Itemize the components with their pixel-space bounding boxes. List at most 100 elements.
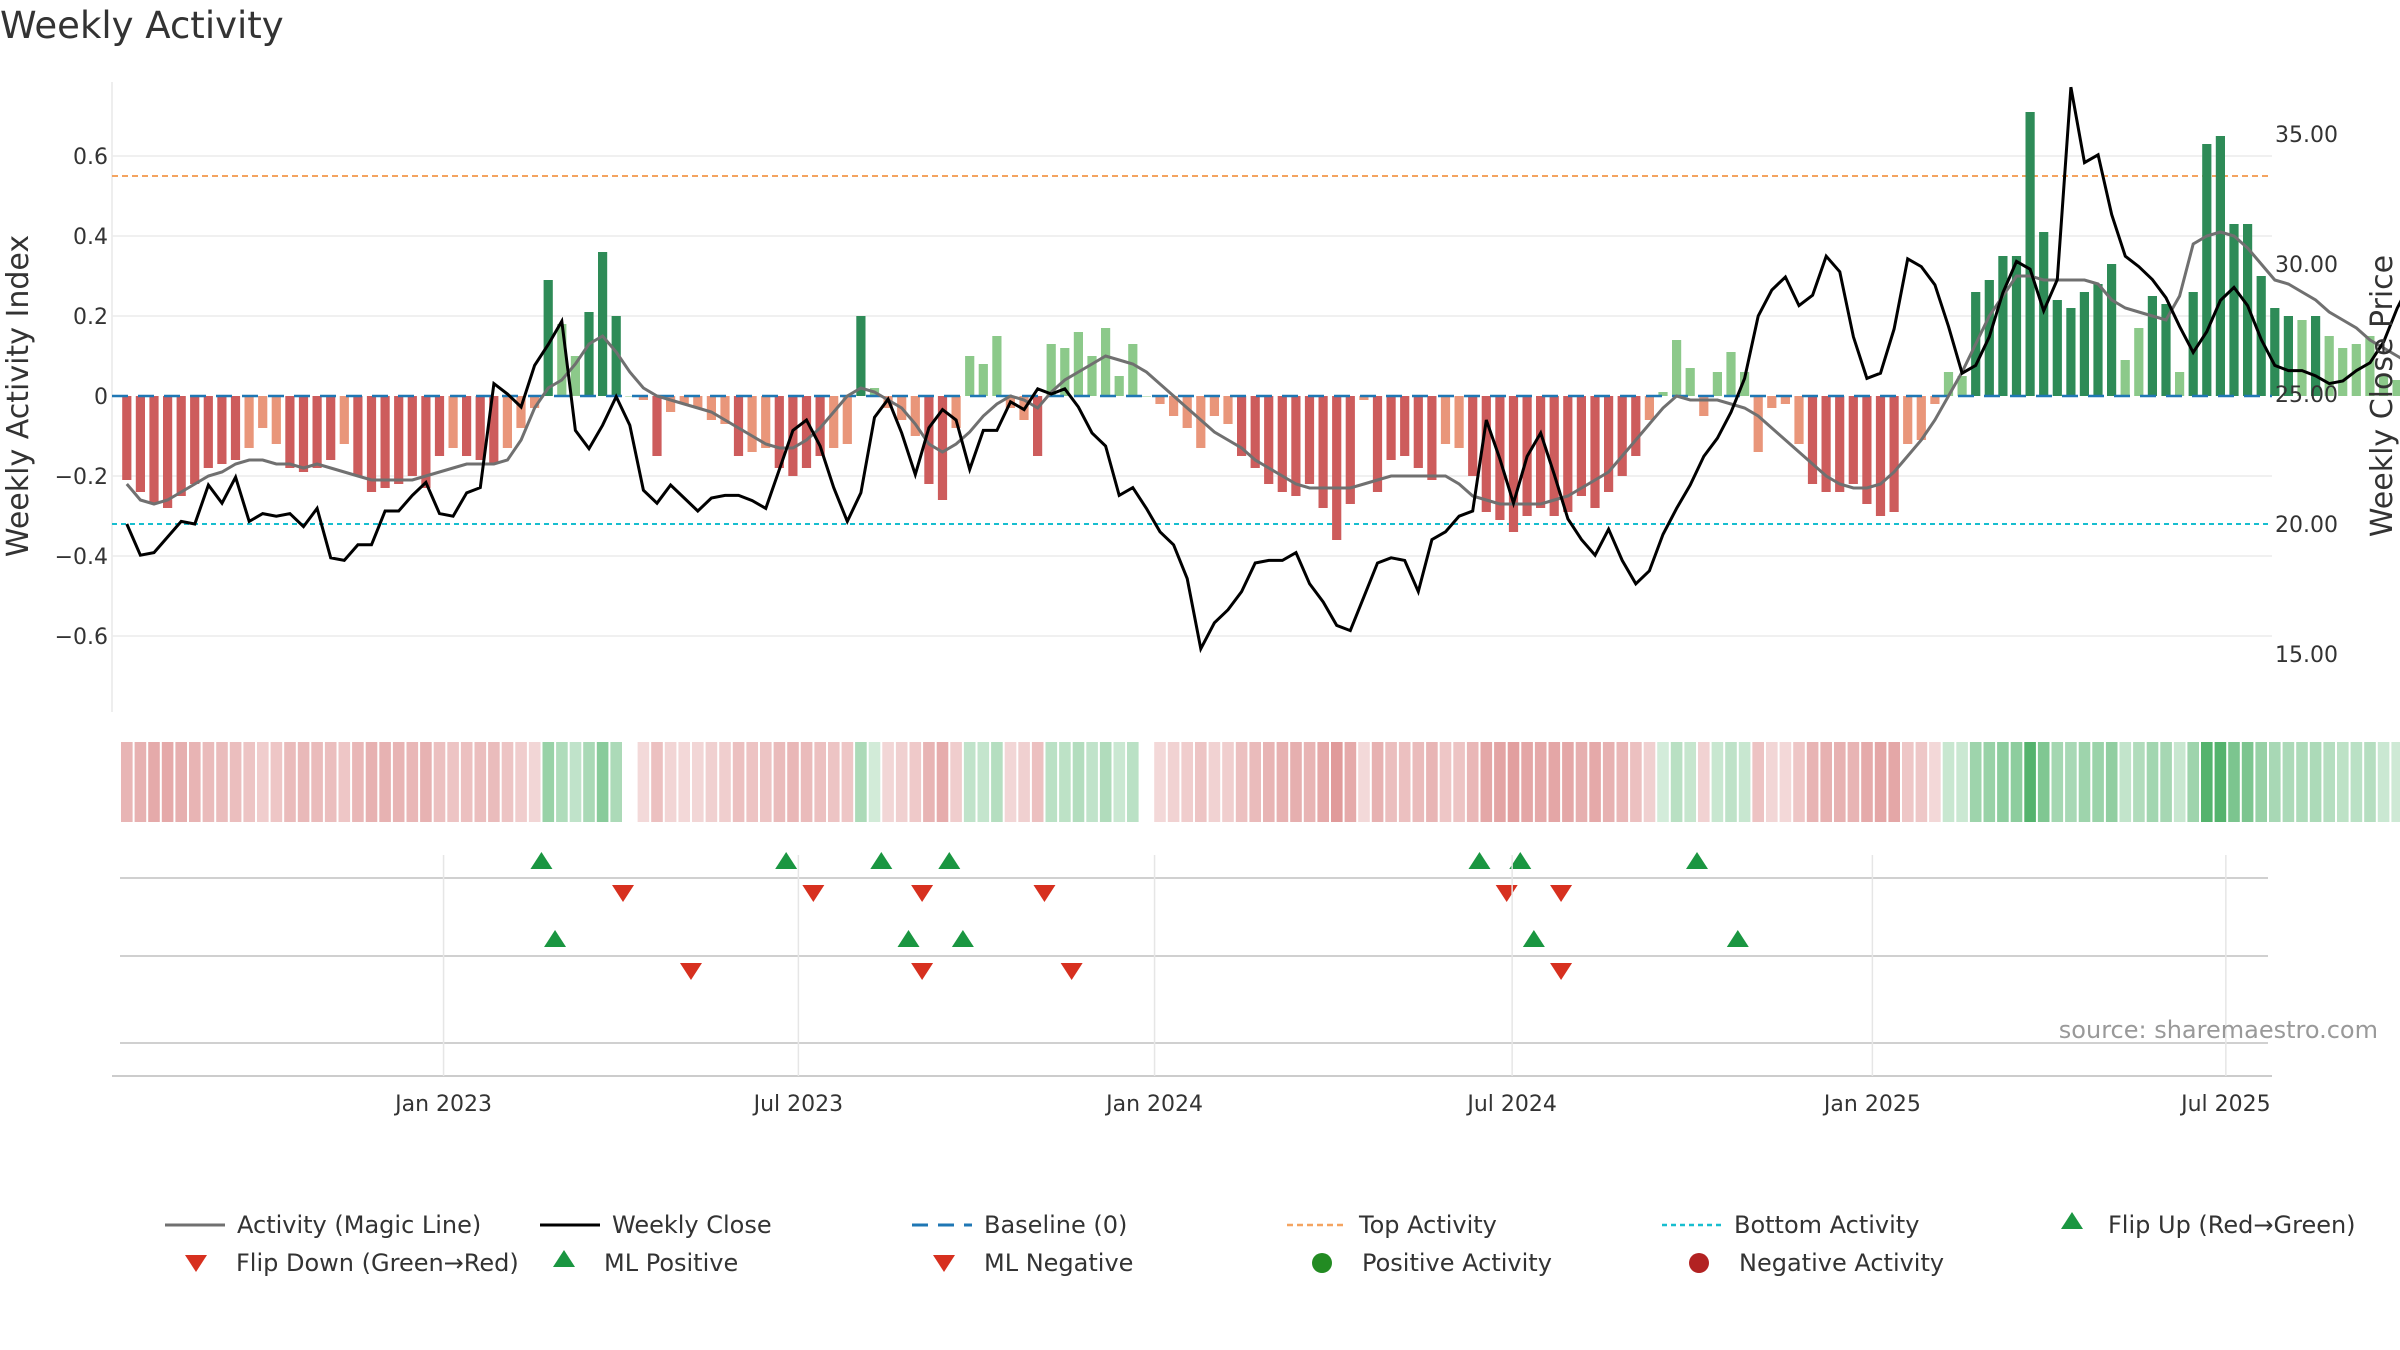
legend-label: Flip Down (Green→Red) [236, 1249, 519, 1277]
heat-cell [1793, 742, 1805, 822]
heat-cell [1507, 742, 1520, 822]
activity-bar [2338, 348, 2348, 396]
heat-cell [1534, 742, 1547, 822]
activity-bar [1712, 372, 1722, 396]
activity-bar [1943, 372, 1954, 396]
weekly-close-line [125, 86, 2400, 654]
flip-up-marker [870, 852, 893, 869]
heat-cell [1834, 742, 1846, 822]
activity-bar [1644, 396, 1654, 420]
heat-cell [406, 742, 419, 822]
heat-cell [284, 742, 296, 822]
heat-cell [2187, 742, 2199, 822]
heat-cell [1371, 742, 1384, 822]
heat-cell [2024, 742, 2036, 822]
heat-cell [148, 742, 160, 822]
heat-cell [2296, 742, 2308, 822]
activity-bar [2270, 308, 2280, 396]
activity-bar [679, 396, 689, 404]
activity-bars [112, 112, 2400, 540]
activity-bar [1549, 396, 1559, 516]
heat-cell [2391, 742, 2400, 822]
flip-down-marker [802, 885, 825, 902]
heat-cell [1235, 742, 1248, 822]
activity-bar [1468, 396, 1478, 476]
heat-cell [1820, 742, 1832, 822]
activity-bar [910, 396, 920, 436]
heat-cell [1657, 742, 1669, 822]
activity-bar [557, 324, 567, 396]
heat-cell [637, 742, 650, 822]
heat-cell [1195, 742, 1207, 822]
heat-cell [1358, 742, 1370, 822]
activity-bar [258, 396, 268, 428]
activity-bar [706, 396, 716, 420]
activity-bar [448, 396, 458, 448]
heat-cell [488, 742, 500, 822]
heat-cell [1412, 742, 1425, 822]
activity-bar [475, 396, 485, 460]
heat-cell [2214, 742, 2227, 822]
y-tick-label: 0.4 [73, 225, 108, 250]
activity-bar [1957, 376, 1967, 396]
heat-cell [1263, 742, 1275, 822]
activity-bar [1114, 376, 1124, 396]
legend-label: ML Positive [604, 1249, 738, 1277]
activity-bar [489, 396, 499, 464]
heat-cell [692, 742, 704, 822]
heat-cell [1113, 742, 1126, 822]
heat-cell [1276, 742, 1289, 822]
activity-bar [1427, 396, 1437, 480]
heat-cell [1888, 742, 1900, 822]
activity-bar [2120, 360, 2130, 396]
heat-cell [2282, 742, 2295, 822]
flip-up-marker [951, 930, 974, 947]
activity-bar [1060, 348, 1070, 396]
heat-cell [1929, 742, 1941, 822]
activity-bar [530, 396, 540, 408]
flip-down-marker [1495, 885, 1518, 902]
activity-bar [666, 396, 676, 412]
heat-cell [1942, 742, 1955, 822]
activity-bar [1155, 396, 1165, 404]
activity-bar [516, 396, 526, 428]
heat-cell [569, 742, 582, 822]
heat-cell [1562, 742, 1574, 822]
heat-cell [719, 742, 731, 822]
heat-cell [460, 742, 473, 822]
heat-cell [2255, 742, 2267, 822]
y2-tick-label: 25.00 [2275, 383, 2338, 408]
heat-cell [732, 742, 745, 822]
heat-cell [2173, 742, 2186, 822]
y-tick-label: −0.2 [55, 465, 108, 490]
flip-up-marker [1726, 930, 1749, 947]
heat-cell [773, 742, 786, 822]
activity-bar [856, 316, 866, 396]
activity-bar [693, 396, 703, 408]
legend-label: Positive Activity [1362, 1249, 1552, 1277]
heat-cell [2201, 742, 2213, 822]
heat-cell [311, 742, 323, 822]
heat-cell [895, 742, 908, 822]
activity-bar [1046, 344, 1056, 396]
heat-cell [2160, 742, 2172, 822]
activity-bar [1753, 396, 1763, 452]
heat-cell [1983, 742, 1996, 822]
activity-bar [462, 396, 472, 456]
heat-cell [1208, 742, 1221, 822]
heat-cell [2065, 742, 2077, 822]
heat-cell [2133, 742, 2145, 822]
heat-cell [2105, 742, 2118, 822]
legend-label: Weekly Close [612, 1211, 772, 1239]
heat-cell [664, 742, 677, 822]
heat-cell [705, 742, 718, 822]
activity-bar [502, 396, 512, 448]
activity-bar [1277, 396, 1287, 492]
heat-cell [121, 742, 133, 822]
activity-bar [2025, 112, 2035, 396]
activity-bar [1903, 396, 1913, 444]
activity-bar [1359, 396, 1369, 400]
activity-bar [1617, 396, 1627, 476]
activity-bar [1372, 396, 1383, 492]
heat-cell [2037, 742, 2050, 822]
